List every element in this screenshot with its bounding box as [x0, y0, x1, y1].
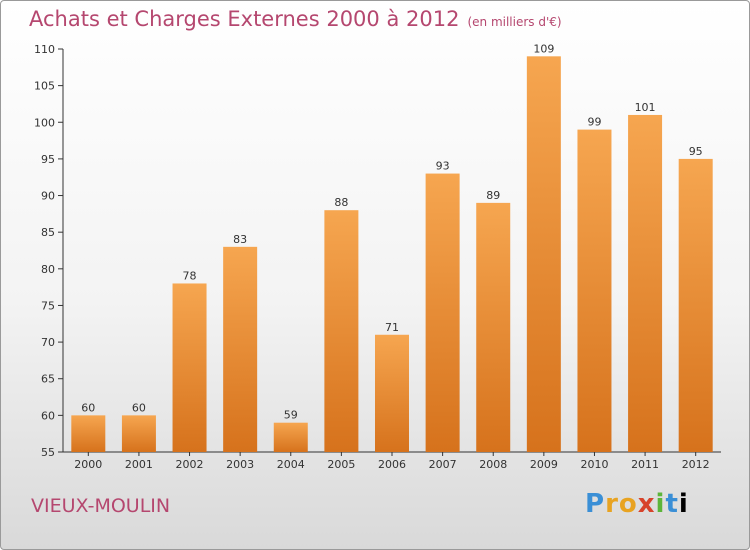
bar: [425, 173, 460, 452]
bars: [71, 56, 713, 453]
x-tick-label: 2002: [176, 458, 204, 471]
chart-unit: (en milliers d'€): [467, 15, 562, 29]
logo-letter: r: [605, 489, 619, 519]
bar-value-label: 93: [436, 160, 450, 173]
bar: [526, 56, 561, 453]
y-tick-label: 100: [34, 116, 55, 129]
y-tick-label: 55: [41, 446, 55, 459]
bar: [577, 129, 612, 452]
y-tick-label: 95: [41, 153, 55, 166]
bar: [375, 334, 409, 452]
x-tick-label: 2010: [580, 458, 608, 471]
y-tick-label: 75: [41, 299, 55, 312]
bar: [172, 283, 207, 452]
x-tick-label: 2011: [631, 458, 659, 471]
bar: [678, 158, 713, 452]
bar-value-label: 60: [132, 401, 146, 414]
x-tick-label: 2003: [226, 458, 254, 471]
bar-value-label: 88: [334, 196, 348, 209]
x-tick-label: 2005: [327, 458, 355, 471]
x-tick-label: 2007: [429, 458, 457, 471]
bar: [628, 114, 663, 452]
x-tick-label: 2009: [530, 458, 558, 471]
bar: [273, 422, 308, 452]
data-labels: 60 60 78 83 59 88 71 93 89 109 99 101 95: [81, 42, 702, 421]
y-tick-label: 65: [41, 373, 55, 386]
y-tick-label: 60: [41, 409, 55, 422]
bar-value-label: 78: [183, 269, 197, 282]
y-tick-label: 80: [41, 263, 55, 276]
bar-value-label: 101: [635, 101, 656, 114]
bar-value-label: 95: [689, 145, 703, 158]
y-tick-label: 105: [34, 80, 55, 93]
bar-value-label: 99: [587, 116, 601, 129]
y-tick-label: 110: [34, 43, 55, 56]
x-tick-label: 2008: [479, 458, 507, 471]
logo-letter: x: [637, 489, 656, 519]
bar-value-label: 109: [533, 42, 554, 55]
logo-letter: i: [655, 489, 666, 519]
bar: [71, 415, 106, 452]
chart-title: Achats et Charges Externes 2000 à 2012 (e…: [29, 7, 562, 31]
bar-value-label: 89: [486, 189, 500, 202]
y-tick-label: 85: [41, 226, 55, 239]
logo-letter: P: [585, 489, 606, 519]
bar: [121, 415, 156, 452]
logo-letter: i: [678, 489, 689, 519]
logo-letter: o: [618, 489, 638, 519]
bar-value-label: 71: [385, 321, 399, 334]
bar-value-label: 60: [81, 401, 95, 414]
bar: [476, 202, 511, 452]
y-tick-label: 90: [41, 190, 55, 203]
x-tick-label: 2006: [378, 458, 406, 471]
bar-value-label: 83: [233, 233, 247, 246]
logo-letter: t: [665, 489, 679, 519]
x-tick-label: 2012: [682, 458, 710, 471]
proxiti-logo: Proxiti: [585, 489, 689, 519]
axes: 55 60 65 70 75 80 85 90 95 100 105 110 2000 2001 2002 2…: [34, 43, 721, 471]
y-tick-label: 70: [41, 336, 55, 349]
bar-value-label: 59: [284, 409, 298, 422]
commune-name: VIEUX-MOULIN: [31, 495, 171, 517]
x-tick-label: 2004: [277, 458, 305, 471]
bar: [324, 210, 359, 452]
x-tick-label: 2000: [74, 458, 102, 471]
bar: [223, 246, 258, 452]
x-tick-label: 2001: [125, 458, 153, 471]
